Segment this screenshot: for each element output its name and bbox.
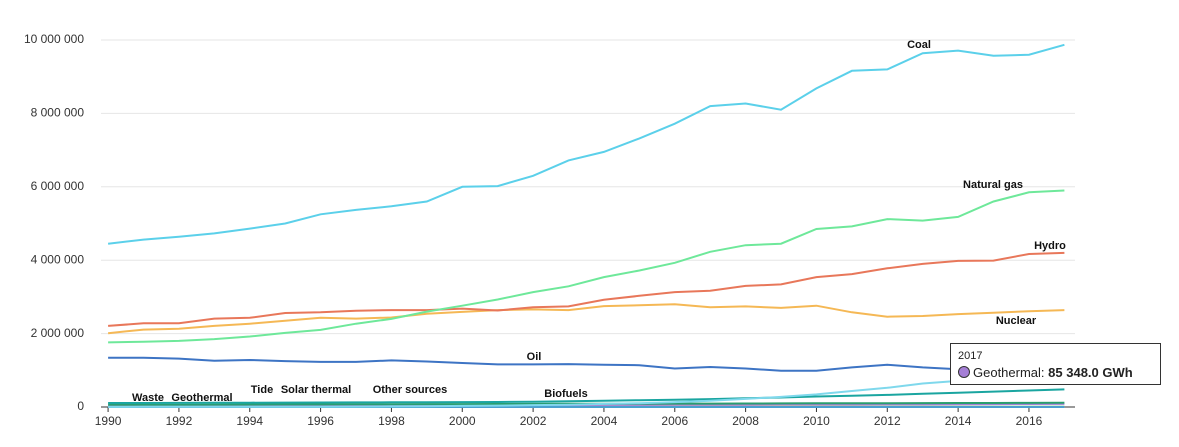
series-line [108,191,1064,343]
x-tick-label: 1994 [236,414,263,428]
x-tick-label: 2008 [732,414,759,428]
series-label: Oil [527,351,542,363]
tooltip-value: 85 348.0 GWh [1048,365,1133,380]
series-label: Nuclear [996,315,1037,327]
x-tick-label: 2002 [520,414,547,428]
series-label: Biofuels [544,388,587,400]
x-tick-label: 2016 [1016,414,1043,428]
tooltip: 2017 Geothermal: 85 348.0 GWh [950,343,1161,385]
series-line [108,253,1064,326]
x-tick-label: 2014 [945,414,972,428]
series-label: Hydro [1034,240,1066,252]
x-tick-label: 2012 [874,414,901,428]
tooltip-dot [958,366,970,378]
series-label: Solar thermal [281,384,351,396]
y-tick-label: 10 000 000 [24,32,84,46]
series-label: Coal [907,39,931,51]
series-line [108,304,1064,333]
y-tick-label: 8 000 000 [31,106,85,120]
x-tick-label: 2000 [449,414,476,428]
x-tick-label: 2006 [661,414,688,428]
series-label: Waste [132,392,164,404]
y-tick-label: 0 [77,399,84,413]
tooltip-label: Geothermal: [973,365,1045,380]
x-tick-label: 1992 [166,414,193,428]
series-label: Tide [251,384,273,396]
y-tick-label: 2 000 000 [31,326,85,340]
x-tick-label: 1990 [95,414,122,428]
tooltip-row: Geothermal: 85 348.0 GWh [958,365,1133,380]
x-tick-label: 1996 [307,414,334,428]
y-tick-label: 4 000 000 [31,252,85,266]
series-line [108,45,1064,244]
x-tick-label: 1998 [378,414,405,428]
tooltip-year: 2017 [958,350,982,362]
series-label: Natural gas [963,179,1023,191]
y-tick-label: 6 000 000 [31,179,85,193]
series-label: Other sources [373,384,448,396]
series-line [108,358,1064,373]
x-tick-label: 2010 [803,414,830,428]
x-tick-label: 2004 [591,414,618,428]
series-label: Geothermal [171,392,232,404]
